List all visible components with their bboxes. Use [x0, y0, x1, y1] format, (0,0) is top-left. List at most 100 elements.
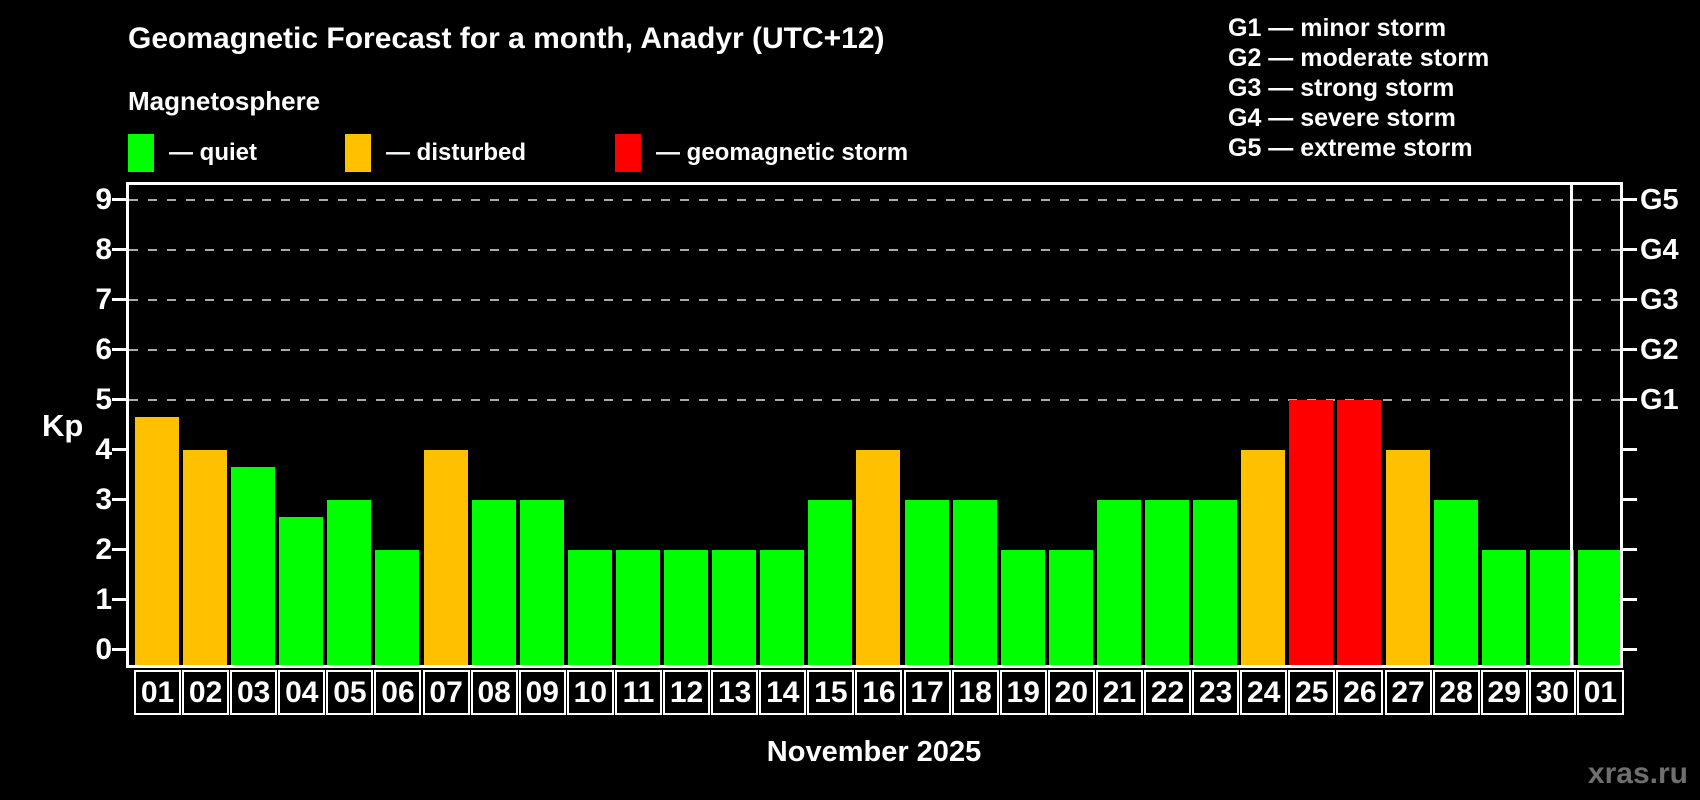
- kp-bar-27: [1385, 450, 1430, 665]
- kp-bar-15: [808, 500, 853, 665]
- day-label-04: 04: [278, 670, 326, 715]
- day-label-02: 02: [182, 670, 230, 715]
- y-tick-right-5: [1623, 398, 1637, 401]
- day-label-25: 25: [1288, 670, 1336, 715]
- g-legend-line-g5: G5 — extreme storm: [1228, 134, 1473, 162]
- y-tick-label-0: 0: [95, 633, 112, 666]
- day-label-12: 12: [663, 670, 711, 715]
- y-tick-left-8: [112, 248, 126, 251]
- y-tick-left-0: [112, 648, 126, 651]
- kp-bar-09: [519, 500, 564, 665]
- day-label-29: 29: [1480, 670, 1528, 715]
- y-tick-label-9: 9: [95, 183, 112, 216]
- y-tick-left-1: [112, 598, 126, 601]
- gridline-kp5: [129, 399, 1620, 401]
- watermark: xras.ru: [1587, 757, 1688, 790]
- y-tick-label-6: 6: [95, 333, 112, 366]
- g-legend-line-g1: G1 — minor storm: [1228, 14, 1447, 42]
- y-tick-right-1: [1623, 598, 1637, 601]
- kp-bar-14: [760, 550, 805, 665]
- day-label-03: 03: [230, 670, 278, 715]
- kp-bar-28: [1433, 500, 1478, 665]
- y-tick-right-4: [1623, 448, 1637, 451]
- y-tick-right-7: [1623, 298, 1637, 301]
- quiet-swatch-icon: [128, 134, 154, 172]
- right-scale-label-g2: G2: [1640, 334, 1679, 366]
- kp-bar-30: [1529, 550, 1574, 665]
- y-tick-label-1: 1: [95, 583, 112, 616]
- legend-disturbed-label: — disturbed: [386, 139, 527, 166]
- kp-bar-16: [856, 450, 901, 665]
- y-tick-label-2: 2: [95, 533, 112, 566]
- y-tick-label-4: 4: [95, 433, 112, 466]
- day-label-14: 14: [759, 670, 807, 715]
- day-label-13: 13: [711, 670, 759, 715]
- day-label-27: 27: [1384, 670, 1432, 715]
- kp-bar-19: [1000, 550, 1045, 665]
- legend-item-quiet: — quiet: [128, 132, 257, 174]
- kp-bar-10: [567, 550, 612, 665]
- day-label-22: 22: [1144, 670, 1192, 715]
- kp-bar-01: [135, 416, 179, 665]
- day-label-20: 20: [1047, 670, 1095, 715]
- day-label-08: 08: [470, 670, 518, 715]
- kp-axis-label: Kp: [42, 408, 84, 443]
- kp-bar-23: [1193, 500, 1238, 665]
- y-tick-left-5: [112, 398, 126, 401]
- y-tick-right-2: [1623, 548, 1637, 551]
- kp-bar-26: [1337, 400, 1382, 665]
- legend-item-storm: — geomagnetic storm: [615, 132, 908, 174]
- y-tick-right-3: [1623, 498, 1637, 501]
- kp-bar-06: [375, 550, 420, 665]
- kp-bar-05: [327, 500, 372, 665]
- day-label-01: 01: [134, 670, 181, 715]
- y-tick-right-8: [1623, 248, 1637, 251]
- y-tick-right-6: [1623, 348, 1637, 351]
- kp-bar-03: [231, 466, 276, 665]
- y-tick-left-3: [112, 498, 126, 501]
- legend-quiet-label: — quiet: [169, 139, 257, 166]
- month-label: November 2025: [766, 736, 982, 768]
- day-label-16: 16: [855, 670, 903, 715]
- kp-bar-25: [1289, 400, 1334, 665]
- y-tick-left-2: [112, 548, 126, 551]
- day-label-18: 18: [951, 670, 999, 715]
- gridline-kp6: [129, 349, 1620, 351]
- right-scale-label-g1: G1: [1640, 384, 1679, 416]
- legend-storm-label: — geomagnetic storm: [656, 139, 909, 166]
- chart-subtitle: Magnetosphere: [128, 86, 321, 116]
- day-label-10: 10: [566, 670, 614, 715]
- y-tick-right-9: [1623, 198, 1637, 201]
- gridline-kp8: [129, 249, 1620, 251]
- kp-bar-17: [904, 500, 949, 665]
- storm-swatch-icon: [615, 134, 641, 172]
- y-tick-label-7: 7: [95, 283, 112, 316]
- g-legend-line-g2: G2 — moderate storm: [1228, 44, 1490, 72]
- y-tick-label-8: 8: [95, 233, 112, 266]
- day-label-06: 06: [374, 670, 422, 715]
- kp-bar-07: [423, 450, 468, 665]
- day-label-05: 05: [326, 670, 374, 715]
- y-tick-left-9: [112, 198, 126, 201]
- kp-bar-04: [279, 516, 324, 665]
- day-label-17: 17: [903, 670, 951, 715]
- gridline-kp9: [129, 199, 1620, 201]
- g-scale-legend: G1 — minor storm G2 — moderate storm G3 …: [1228, 13, 1489, 163]
- right-scale-label-g5: G5: [1640, 184, 1679, 216]
- g-legend-line-g4: G4 — severe storm: [1228, 104, 1456, 132]
- y-tick-left-4: [112, 448, 126, 451]
- day-label-23: 23: [1192, 670, 1240, 715]
- next-month-separator: [1569, 185, 1573, 665]
- day-label-11: 11: [614, 670, 662, 715]
- legend-item-disturbed: — disturbed: [345, 132, 526, 174]
- right-scale-label-g3: G3: [1640, 284, 1679, 316]
- day-label-07: 07: [422, 670, 470, 715]
- day-label-30: 30: [1528, 670, 1576, 715]
- y-tick-label-3: 3: [95, 483, 112, 516]
- day-label-19: 19: [999, 670, 1047, 715]
- day-label-09: 09: [518, 670, 566, 715]
- right-scale-label-g4: G4: [1640, 234, 1679, 266]
- day-label-26: 26: [1336, 670, 1384, 715]
- day-label-15: 15: [807, 670, 855, 715]
- kp-bar-22: [1145, 500, 1190, 665]
